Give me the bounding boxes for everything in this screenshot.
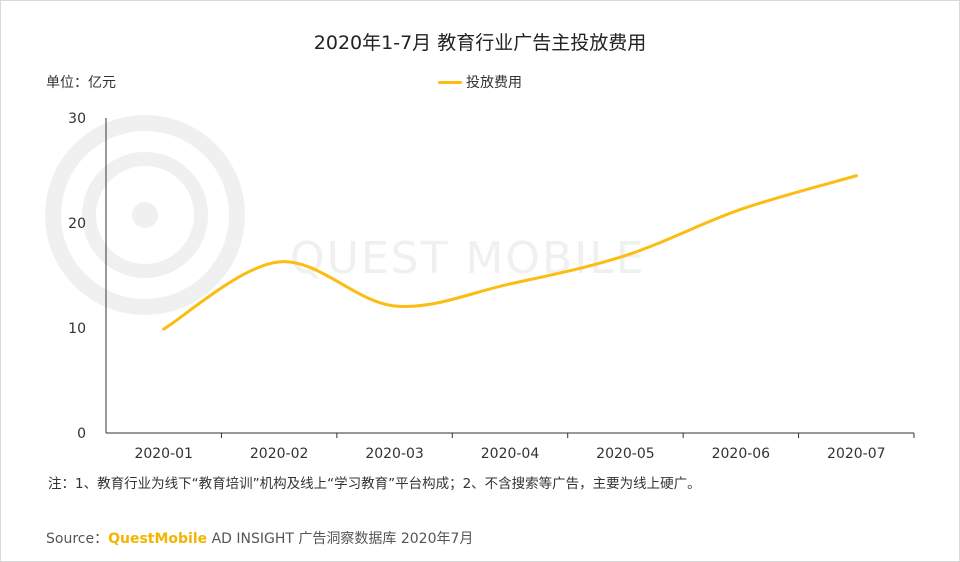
x-tick-label: 2020-04 xyxy=(481,446,540,462)
y-axis-ticks: 0 10 20 30 xyxy=(68,111,86,442)
watermark-text: QUEST MOBILE xyxy=(290,233,646,284)
y-tick-label: 0 xyxy=(77,426,86,442)
data-point xyxy=(277,260,281,264)
x-tick-label: 2020-07 xyxy=(827,446,886,462)
data-point xyxy=(739,207,743,211)
y-tick-label: 20 xyxy=(68,216,86,232)
data-point xyxy=(623,254,627,258)
x-axis-ticks: 2020-01 2020-02 2020-03 2020-04 2020-05 2020-… xyxy=(134,433,915,462)
source-brand: QuestMobile xyxy=(108,531,208,547)
legend-swatch xyxy=(438,80,462,84)
legend-label: 投放费用 xyxy=(466,75,522,91)
y-tick-label: 30 xyxy=(68,111,86,127)
x-tick-label: 2020-02 xyxy=(250,446,309,462)
legend: 投放费用 xyxy=(438,72,522,92)
x-tick-label: 2020-06 xyxy=(712,446,771,462)
source-line: Source：QuestMobile AD INSIGHT 广告洞察数据库 20… xyxy=(46,528,473,548)
footnote: 注：1、教育行业为线下“教育培训”机构及线上“学习教育”平台构成；2、不含搜索等… xyxy=(48,476,701,492)
series-group xyxy=(162,174,858,331)
data-point xyxy=(393,304,397,308)
source-prefix: Source： xyxy=(46,531,109,547)
watermark: QUEST MOBILE xyxy=(45,115,646,315)
y-unit-label: 单位：亿元 xyxy=(46,75,116,91)
x-tick-label: 2020-05 xyxy=(596,446,655,462)
x-tick-label: 2020-01 xyxy=(134,446,193,462)
source-suffix: AD INSIGHT 广告洞察数据库 2020年7月 xyxy=(211,531,474,547)
chart-title: 2020年1-7月 教育行业广告主投放费用 xyxy=(313,32,647,54)
data-point xyxy=(508,282,512,286)
y-tick-label: 10 xyxy=(68,321,86,337)
data-point xyxy=(162,327,166,331)
x-tick-label: 2020-03 xyxy=(365,446,424,462)
data-point xyxy=(854,174,858,178)
quest-mobile-logo-icon xyxy=(45,115,245,315)
